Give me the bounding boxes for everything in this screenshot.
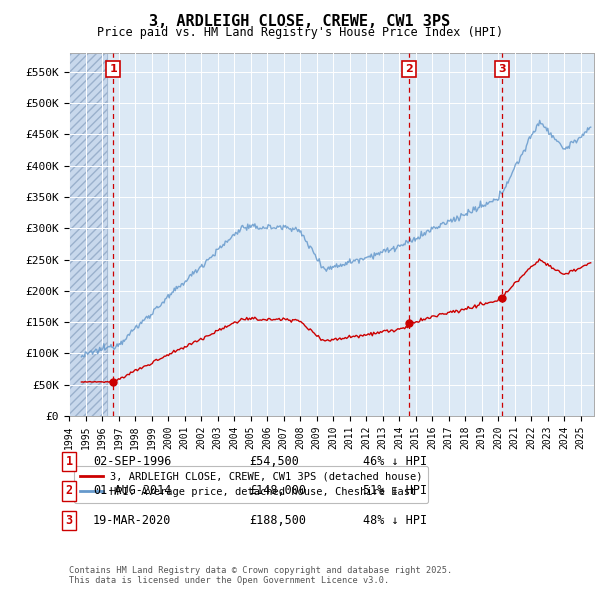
Text: 01-AUG-2014: 01-AUG-2014 [93,484,172,497]
Text: 3, ARDLEIGH CLOSE, CREWE, CW1 3PS: 3, ARDLEIGH CLOSE, CREWE, CW1 3PS [149,14,451,29]
Text: 1: 1 [65,455,73,468]
Text: £188,500: £188,500 [249,514,306,527]
Text: 19-MAR-2020: 19-MAR-2020 [93,514,172,527]
Text: 48% ↓ HPI: 48% ↓ HPI [363,514,427,527]
Text: 2: 2 [65,484,73,497]
Text: Price paid vs. HM Land Registry's House Price Index (HPI): Price paid vs. HM Land Registry's House … [97,26,503,39]
Bar [69,53,107,416]
Bar [69,53,107,416]
Text: Contains HM Land Registry data © Crown copyright and database right 2025.
This d: Contains HM Land Registry data © Crown c… [69,566,452,585]
Text: 3: 3 [65,514,73,527]
Text: 51% ↓ HPI: 51% ↓ HPI [363,484,427,497]
Text: 02-SEP-1996: 02-SEP-1996 [93,455,172,468]
Text: £148,000: £148,000 [249,484,306,497]
Legend: 3, ARDLEIGH CLOSE, CREWE, CW1 3PS (detached house), HPI: Average price, detached: 3, ARDLEIGH CLOSE, CREWE, CW1 3PS (detac… [74,466,428,503]
Text: 46% ↓ HPI: 46% ↓ HPI [363,455,427,468]
Text: 1: 1 [109,64,117,74]
Text: 2: 2 [405,64,413,74]
Text: £54,500: £54,500 [249,455,299,468]
Text: 3: 3 [498,64,506,74]
